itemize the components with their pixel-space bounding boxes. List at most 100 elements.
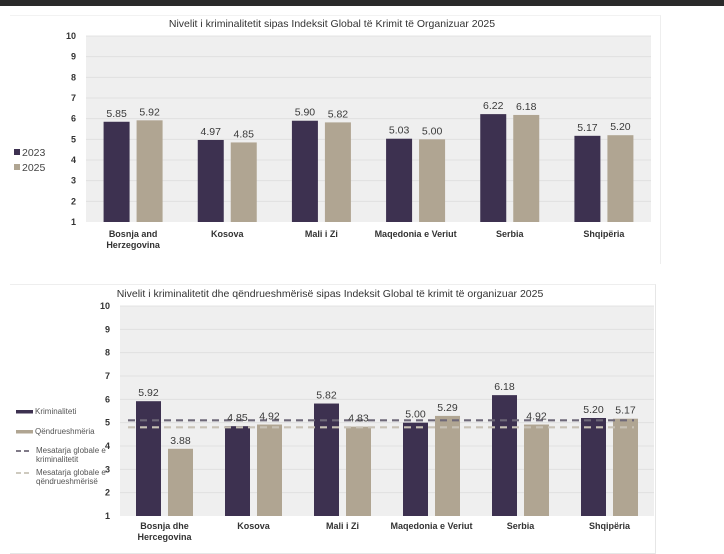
chart-2-y-tick-label: 1 — [105, 511, 110, 521]
chart-1-data-label: 6.22 — [483, 100, 504, 112]
chart-2-plot-area — [120, 306, 654, 516]
chart-2-bar-kriminaliteti — [225, 426, 250, 516]
chart-2-legend-label: Mesatarja globale e — [36, 468, 106, 477]
chart-2-y-tick-label: 5 — [105, 418, 110, 428]
chart-2-x-tick-label: Mali i Zi — [326, 521, 359, 531]
chart-1-bar-2025 — [607, 135, 634, 222]
chart-2-data-label: 4.85 — [227, 412, 248, 424]
chart-1-x-tick-label: Kosova — [211, 229, 245, 239]
chart-1-data-label: 6.18 — [516, 101, 537, 113]
chart-1-y-tick-label: 9 — [71, 52, 76, 62]
chart-1-bar-2025 — [136, 120, 163, 222]
chart-2-x-tick-label: Shqipëria — [589, 521, 631, 531]
chart-2-bar-kriminaliteti — [314, 403, 339, 516]
chart-2-bar-kriminaliteti — [136, 401, 161, 516]
chart-1-bar-2023 — [291, 120, 318, 222]
chart-2-bar-qëndrueshmëria — [346, 426, 371, 516]
chart-2-bar-kriminaliteti — [403, 422, 428, 516]
chart-1-bar-2023 — [574, 135, 601, 222]
chart-2-data-label: 5.29 — [437, 402, 458, 414]
chart-1-x-tick-label: Shqipëria — [583, 229, 625, 239]
chart-2-data-label: 5.17 — [615, 405, 636, 417]
chart-1-legend-label: 2023 — [22, 147, 46, 159]
chart-2-y-tick-label: 7 — [105, 371, 110, 381]
chart-1-title: Nivelit i kriminalitetit sipas Indeksit … — [169, 18, 495, 30]
chart-1-data-label: 4.97 — [201, 126, 222, 138]
chart-1-legend-swatch — [14, 149, 20, 155]
chart-2-legend-label: Kriminaliteti — [35, 407, 77, 416]
chart-2-data-label: 5.92 — [138, 387, 159, 399]
chart-2-data-label: 4.92 — [259, 411, 280, 423]
chart-1-data-label: 5.90 — [295, 107, 316, 119]
chart-1-data-label: 5.92 — [139, 106, 160, 118]
chart-1-bar-2025 — [513, 114, 540, 222]
chart-1-bar-2023 — [197, 139, 224, 222]
chart-1-y-tick-label: 6 — [71, 114, 76, 124]
chart-2-data-label: 5.20 — [583, 404, 604, 416]
chart-1-bar-2023 — [480, 114, 507, 222]
chart-1-y-tick-label: 7 — [71, 93, 76, 103]
chart-2-y-tick-label: 9 — [105, 324, 110, 334]
chart-2-data-label: 4.92 — [526, 411, 547, 423]
chart-2-y-tick-label: 8 — [105, 348, 110, 358]
chart-2-legend-label: Qëndrueshmëria — [35, 427, 95, 436]
chart-1-y-tick-label: 8 — [71, 72, 76, 82]
chart-2-x-tick-label: Hercegovina — [137, 532, 192, 542]
chart-1-bar-2025 — [230, 142, 257, 222]
chart-1-legend-swatch — [14, 164, 20, 170]
chart-1-legend-label: 2025 — [22, 162, 46, 174]
chart-2-data-label: 5.82 — [316, 390, 337, 402]
chart-2-legend-label: Mesatarja globale e — [36, 446, 106, 455]
chart-1-bar-2025 — [419, 139, 446, 222]
chart-2-data-label: 3.88 — [170, 435, 191, 447]
chart-2-x-tick-label: Maqedonia e Veriut — [390, 521, 472, 531]
chart-2-y-tick-label: 10 — [100, 301, 110, 311]
chart-1-y-tick-label: 4 — [71, 155, 76, 165]
chart-1-x-tick-label: Mali i Zi — [305, 229, 338, 239]
chart-1-y-tick-label: 1 — [71, 217, 76, 227]
chart-2-bar-qëndrueshmëria — [435, 415, 460, 516]
chart-2-x-tick-label: Kosova — [237, 521, 271, 531]
chart-1-data-label: 4.85 — [234, 128, 255, 140]
chart-2-legend-swatch — [16, 410, 33, 414]
chart-2-bar-qëndrueshmëria — [168, 448, 193, 516]
chart-1-x-tick-label: Serbia — [496, 229, 525, 239]
chart-1-x-tick-label: Maqedonia e Veriut — [375, 229, 457, 239]
chart-2-y-tick-label: 4 — [105, 441, 110, 451]
chart-2-y-tick-label: 6 — [105, 394, 110, 404]
chart-1-frame — [10, 15, 661, 264]
chart-2-bar-kriminaliteti — [581, 418, 606, 516]
chart-1-y-tick-label: 5 — [71, 134, 76, 144]
chart-2-data-label: 6.18 — [494, 381, 515, 393]
chart-1-bar-2023 — [103, 121, 130, 222]
chart-1-data-label: 5.17 — [577, 122, 598, 134]
chart-2-bar-kriminaliteti — [492, 395, 517, 516]
chart-2-bar-qëndrueshmëria — [257, 424, 282, 516]
chart-2-y-tick-label: 2 — [105, 488, 110, 498]
chart-2-x-tick-label: Serbia — [507, 521, 536, 531]
chart-1-y-tick-label: 2 — [71, 196, 76, 206]
chart-2-bar-qëndrueshmëria — [613, 418, 638, 516]
chart-1-data-label: 5.03 — [389, 125, 410, 137]
chart-1-plot-area — [86, 36, 651, 222]
chart-1-bar-2025 — [324, 122, 351, 222]
chart-2-legend-swatch — [16, 430, 33, 434]
chart-2-legend-label: qëndrueshmërisë — [36, 477, 98, 486]
chart-1-x-tick-label: Bosnja and — [109, 229, 158, 239]
chart-1-data-label: 5.85 — [106, 108, 127, 120]
chart-1-data-label: 5.20 — [610, 121, 631, 133]
chart-2-data-label: 5.00 — [405, 409, 426, 421]
chart-1-y-tick-label: 10 — [66, 31, 76, 41]
chart-2-x-tick-label: Bosnja dhe — [140, 521, 189, 531]
chart-1-x-tick-label: Herzegovina — [106, 240, 161, 250]
chart-1-y-tick-label: 3 — [71, 176, 76, 186]
chart-2-legend-label: kriminalitetit — [36, 455, 79, 464]
chart-2-title: Nivelit i kriminalitetit dhe qëndrueshmë… — [117, 288, 544, 300]
chart-1-data-label: 5.00 — [422, 125, 443, 137]
chart-2-data-label: 4.83 — [348, 413, 369, 425]
window-top-bar — [0, 0, 724, 6]
chart-2-y-tick-label: 3 — [105, 464, 110, 474]
chart-2-bar-qëndrueshmëria — [524, 424, 549, 516]
chart-1-data-label: 5.82 — [328, 108, 349, 120]
